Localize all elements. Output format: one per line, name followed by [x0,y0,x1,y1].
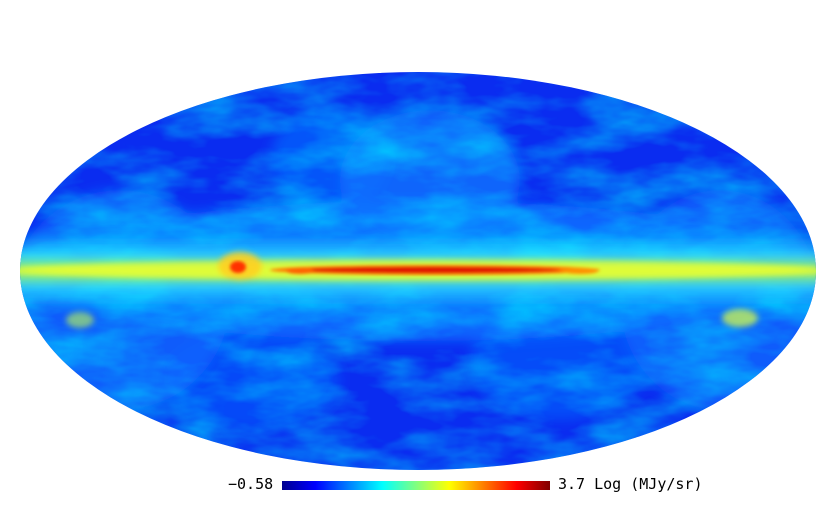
colorbar [282,481,550,490]
colorbar-min-label: −0.58 [228,475,274,493]
colorbar-max-label: 3.7 Log (MJy/sr) [558,475,703,493]
